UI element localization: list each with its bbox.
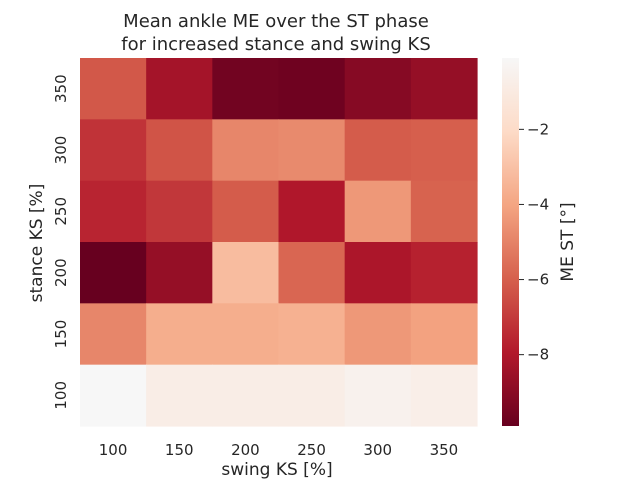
heatmap-cell-200-200 (212, 242, 280, 304)
heatmap-cell-200-350 (410, 242, 478, 304)
y-tick-labels: 350 300 250 200 150 100 (52, 74, 70, 409)
heatmap-cell-100-150 (146, 364, 213, 427)
heatmap-cell-250-150 (146, 180, 213, 243)
x-tick-label: 300 (363, 441, 392, 459)
heatmap-cell-150-200 (212, 303, 280, 366)
heatmap-cell-150-100 (80, 303, 147, 366)
heatmap-cell-150-300 (344, 303, 412, 366)
heatmap-cell-200-300 (344, 242, 412, 304)
colorbar-tick-label: −2 (527, 120, 549, 138)
heatmap-cells (80, 58, 478, 427)
heatmap-cell-100-250 (278, 364, 346, 427)
heatmap-cell-150-250 (278, 303, 346, 366)
y-axis-label: stance KS [%] (27, 184, 47, 303)
heatmap-cell-200-150 (146, 242, 213, 304)
y-tick-label: 350 (52, 74, 70, 103)
y-tick-label: 200 (52, 258, 70, 287)
heatmap-cell-250-300 (344, 180, 412, 243)
heatmap-cell-300-300 (344, 119, 412, 182)
heatmap-cell-100-100 (80, 364, 147, 427)
heatmap-cell-100-350 (410, 364, 478, 427)
chart-title-line-1: Mean ankle ME over the ST phase (123, 11, 429, 32)
y-tick-label: 150 (52, 320, 70, 349)
heatmap-cell-350-300 (344, 58, 412, 120)
colorbar-ticks: −2 −4 −6 −8 (519, 120, 549, 364)
heatmap-cell-250-100 (80, 180, 147, 243)
heatmap-cell-350-150 (146, 58, 213, 120)
colorbar-tick-label: −6 (527, 271, 549, 289)
x-tick-label: 350 (430, 441, 459, 459)
heatmap-cell-200-250 (278, 242, 346, 304)
heatmap-cell-100-200 (212, 364, 280, 427)
x-tick-label: 100 (99, 441, 128, 459)
x-tick-label: 150 (165, 441, 194, 459)
heatmap-cell-300-150 (146, 119, 213, 182)
colorbar-tick-label: −4 (527, 195, 549, 213)
y-tick-label: 250 (52, 197, 70, 226)
heatmap-cell-150-150 (146, 303, 213, 366)
heatmap-cell-100-300 (344, 364, 412, 427)
heatmap-cell-300-350 (410, 119, 478, 182)
heatmap-cell-350-250 (278, 58, 346, 120)
x-tick-labels: 100 150 200 250 300 350 (99, 441, 458, 459)
heatmap-cell-350-200 (212, 58, 280, 120)
y-tick-label: 300 (52, 136, 70, 165)
heatmap-cell-150-350 (410, 303, 478, 366)
colorbar-tick-label: −8 (527, 346, 549, 364)
x-tick-label: 250 (297, 441, 326, 459)
heatmap-cell-250-350 (410, 180, 478, 243)
x-axis-label: swing KS [%] (221, 460, 332, 480)
heatmap-cell-200-100 (80, 242, 147, 304)
heatmap-cell-350-100 (80, 58, 147, 120)
heatmap-cell-300-100 (80, 119, 147, 182)
colorbar (502, 58, 519, 426)
heatmap-cell-300-250 (278, 119, 346, 182)
chart-title-line-2: for increased stance and swing KS (121, 34, 431, 55)
colorbar-label: ME ST [°] (558, 202, 578, 281)
heatmap-cell-300-200 (212, 119, 280, 182)
y-tick-label: 100 (52, 381, 70, 410)
heatmap-cell-250-250 (278, 180, 346, 243)
x-tick-label: 200 (231, 441, 260, 459)
heatmap-cell-350-350 (410, 58, 478, 120)
heatmap-cell-250-200 (212, 180, 280, 243)
